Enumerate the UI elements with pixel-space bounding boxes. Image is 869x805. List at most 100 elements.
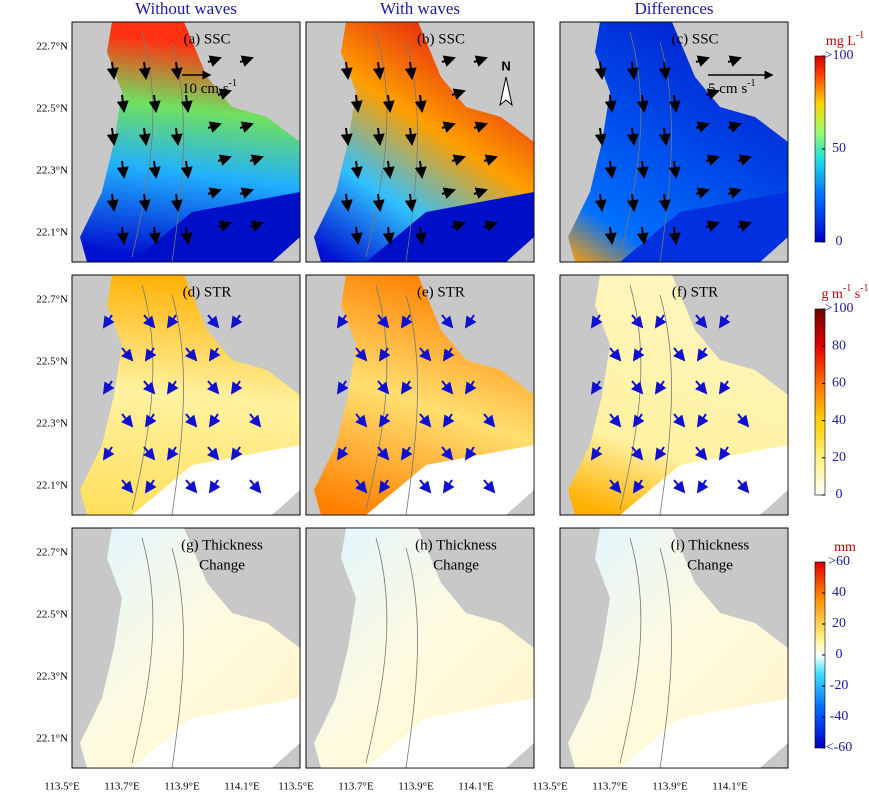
flow-arrow [400, 446, 413, 461]
scale-arrow: 5 cm s-1 [708, 70, 774, 97]
flow-arrow [249, 154, 264, 166]
flow-arrow [404, 193, 417, 212]
flow-arrow [217, 154, 232, 166]
unit-part: s [851, 287, 860, 302]
flow-arrow [350, 94, 363, 113]
channel [365, 537, 418, 769]
lon-label: 114.1°E [712, 781, 748, 793]
colorbar-tick-label: <-60 [826, 740, 853, 755]
flow-arrow [170, 193, 183, 212]
flow-arrow [142, 314, 156, 329]
flow-arrow [727, 187, 742, 199]
flow-arrow [736, 413, 750, 428]
flow-arrow [441, 187, 456, 199]
flow-arrow [418, 347, 432, 362]
flow-arrow [239, 55, 254, 67]
unit-part: g m [821, 287, 843, 302]
flow-arrow [378, 479, 391, 494]
flow-arrow [350, 226, 363, 245]
lon-label: 113.9°E [398, 781, 434, 793]
flow-arrow [340, 61, 353, 80]
lon-label: 114.1°E [224, 781, 260, 793]
flow-arrow [590, 380, 603, 395]
lon-label: 113.9°E [164, 781, 200, 793]
panel-label: Change [687, 557, 733, 573]
open-sea [132, 698, 300, 768]
flow-arrow [170, 61, 183, 80]
flow-arrow [604, 160, 617, 179]
flow-arrow [138, 61, 151, 80]
open-sea [366, 698, 534, 768]
lat-label: 22.5°N [36, 609, 68, 621]
lat-label: 22.7°N [36, 294, 68, 306]
flow-arrow [482, 479, 496, 494]
channel [131, 537, 184, 769]
flow-arrow [336, 446, 349, 461]
colorbar-tick-label: -40 [830, 709, 849, 724]
water [568, 528, 788, 768]
column-title: Without waves [135, 0, 237, 18]
flow-arrow [672, 479, 686, 494]
flow-arrow [102, 380, 115, 395]
flow-arrow [207, 55, 222, 67]
flow-arrow [180, 160, 193, 179]
map-panel: (e) STR [305, 274, 535, 516]
flow-arrow [705, 88, 720, 100]
flow-arrow [694, 314, 708, 329]
flow-arrow [148, 94, 161, 113]
panel-label: (f) STR [672, 284, 718, 300]
flow-arrow [144, 347, 157, 362]
flow-arrow [464, 446, 477, 461]
flow-arrow [248, 479, 262, 494]
flow-arrow [120, 347, 134, 362]
flow-arrow [672, 347, 686, 362]
lon-label: 113.7°E [338, 781, 374, 793]
frame [559, 274, 789, 516]
flow-arrow [102, 314, 115, 329]
water [80, 275, 300, 515]
open-sea [620, 192, 788, 262]
flow-arrow [378, 347, 391, 362]
lat-label: 22.1°N [36, 227, 68, 239]
scale-label: 5 cm s-1 [708, 78, 756, 97]
flow-arrow [142, 446, 156, 461]
flow-arrow [230, 380, 243, 395]
flow-arrow [482, 413, 496, 428]
panel-label: (d) STR [183, 284, 232, 300]
flow-arrow [116, 160, 129, 179]
flow-arrow [106, 61, 119, 80]
flow-arrow [636, 94, 649, 113]
panel-label: (a) SSC [183, 31, 230, 47]
panel-label: Change [433, 557, 479, 573]
flow-arrow [372, 127, 385, 146]
flow-arrow [418, 413, 432, 428]
flow-arrow [473, 121, 488, 133]
unit-part: -1 [860, 283, 868, 294]
unit-part: mm [834, 540, 856, 555]
flow-arrow [207, 121, 222, 133]
flow-arrow [626, 61, 639, 80]
flow-arrow [473, 187, 488, 199]
flow-arrow [376, 380, 390, 395]
panel-label: (c) SSC [671, 31, 718, 47]
flow-arrow [442, 479, 455, 494]
flow-arrow [632, 413, 645, 428]
flow-arrow [441, 55, 456, 67]
scale-label: 10 cm s-1 [182, 78, 237, 97]
panel-label: (e) STR [417, 284, 465, 300]
flow-arrow [138, 193, 151, 212]
flow-arrow [376, 314, 390, 329]
flow-arrow [654, 314, 667, 329]
flow-arrow [208, 347, 221, 362]
open-sea [620, 445, 788, 515]
flow-arrow [400, 314, 413, 329]
north-arrow: N [499, 58, 513, 107]
lon-label: 113.9°E [652, 781, 688, 793]
colorbar-tick-label: -20 [830, 678, 849, 693]
lon-label: 114.1°E [458, 781, 494, 793]
flow-arrow [737, 220, 752, 232]
flow-arrow [636, 226, 649, 245]
flow-arrow [414, 160, 427, 179]
flow-arrow [695, 121, 710, 133]
flow-arrow [142, 380, 156, 395]
